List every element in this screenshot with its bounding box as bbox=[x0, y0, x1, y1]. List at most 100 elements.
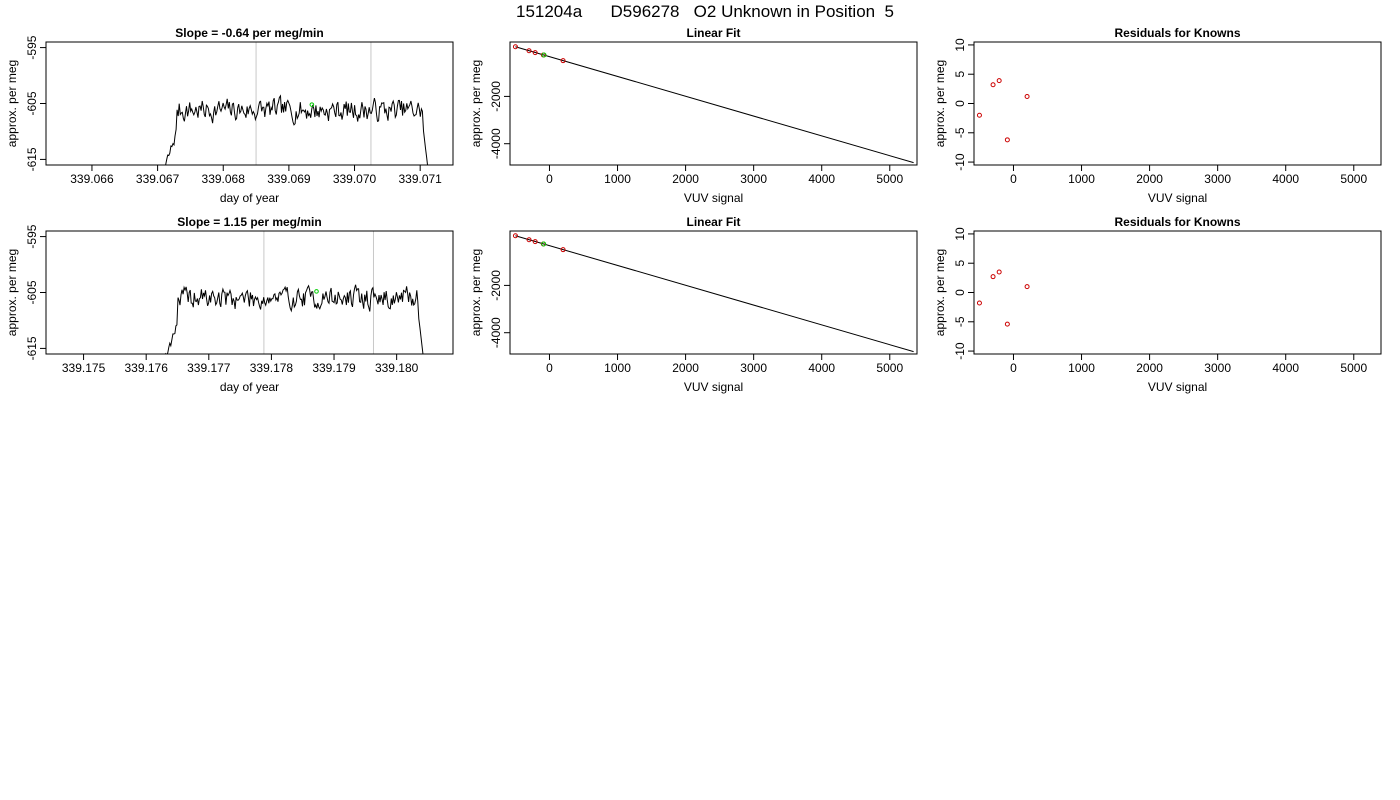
fit-1-xtick-label: 1000 bbox=[604, 172, 631, 186]
fit-1-panel: Linear Fit 0 1000 2000 3000 4000 5000 -4000 -200… bbox=[469, 26, 918, 205]
fit-1-ytick-label: -2000 bbox=[489, 81, 503, 112]
fit-1-data bbox=[512, 44, 914, 164]
resid-2-xtick-label: 5000 bbox=[1340, 361, 1367, 375]
fit-2-unknown-point bbox=[541, 241, 547, 247]
resid-2-data bbox=[976, 269, 1030, 327]
fit-1-xtick-label: 0 bbox=[546, 172, 553, 186]
fit-2-ytick-label: -4000 bbox=[489, 317, 503, 348]
trace-2-xtick-label: 339.178 bbox=[250, 361, 294, 375]
resid-1-known-point bbox=[996, 78, 1002, 84]
fit-1-xtick-label: 4000 bbox=[808, 172, 835, 186]
resid-1-xtick-label: 3000 bbox=[1204, 172, 1231, 186]
trace-2-panel: Slope = 1.15 per meg/min 339.175 339.176 33… bbox=[5, 215, 454, 394]
resid-2-ylabel: approx. per meg bbox=[933, 249, 947, 336]
fit-2-xlabel: VUV signal bbox=[684, 380, 743, 394]
resid-2-panel: Residuals for Knowns 0 1000 2000 3000 4000 500… bbox=[933, 215, 1382, 394]
resid-1-title: Residuals for Knowns bbox=[1114, 26, 1240, 40]
fit-2-known-point bbox=[526, 237, 532, 243]
trace-1-ytick-label: -615 bbox=[25, 147, 39, 171]
resid-2-frame bbox=[973, 230, 1382, 355]
resid-1-known-point bbox=[990, 82, 996, 88]
trace-2-data bbox=[165, 231, 424, 354]
resid-2-xtick-label: 4000 bbox=[1272, 361, 1299, 375]
fit-2-xtick-label: 1000 bbox=[604, 361, 631, 375]
trace-1-xtick-label: 339.070 bbox=[333, 172, 377, 186]
trace-1-xtick-label: 339.071 bbox=[398, 172, 442, 186]
trace-1-xtick-label: 339.066 bbox=[70, 172, 114, 186]
resid-1-known-point bbox=[976, 112, 982, 118]
resid-2-ytick-label: -5 bbox=[953, 316, 967, 327]
fit-1-known-point bbox=[532, 50, 538, 56]
fit-1-ytick-label: -4000 bbox=[489, 128, 503, 159]
trace-2-xtick-label: 339.177 bbox=[187, 361, 231, 375]
trace-1-series-line bbox=[165, 94, 429, 165]
fit-2-ytick-label: -2000 bbox=[489, 270, 503, 301]
fit-1-fit-line bbox=[515, 46, 914, 164]
fit-1-ylabel: approx. per meg bbox=[469, 60, 483, 147]
trace-2-series-line bbox=[165, 284, 424, 354]
resid-1-known-point bbox=[1004, 137, 1010, 143]
resid-2-xtick-label: 1000 bbox=[1068, 361, 1095, 375]
resid-2-known-point bbox=[990, 274, 996, 280]
trace-1-data bbox=[165, 42, 429, 165]
fit-2-ylabel: approx. per meg bbox=[469, 249, 483, 336]
trace-1-xtick-label: 339.067 bbox=[136, 172, 180, 186]
fit-1-title: Linear Fit bbox=[686, 26, 740, 40]
fit-2-data bbox=[512, 233, 914, 353]
trace-1-unknown-point bbox=[309, 102, 315, 107]
trace-2-ylabel: approx. per meg bbox=[5, 249, 19, 336]
fit-1-xtick-label: 5000 bbox=[876, 172, 903, 186]
trace-1-ytick-label: -605 bbox=[25, 91, 39, 115]
resid-2-xlabel: VUV signal bbox=[1148, 380, 1207, 394]
resid-2-xtick-label: 0 bbox=[1010, 361, 1017, 375]
trace-1-ylabel: approx. per meg bbox=[5, 60, 19, 147]
resid-1-xlabel: VUV signal bbox=[1148, 191, 1207, 205]
trace-1-title: Slope = -0.64 per meg/min bbox=[175, 26, 323, 40]
resid-1-data bbox=[976, 78, 1030, 143]
resid-2-ytick-label: 10 bbox=[953, 227, 967, 241]
resid-2-known-point bbox=[1004, 321, 1010, 327]
fit-1-known-point bbox=[560, 58, 566, 64]
resid-2-known-point bbox=[976, 300, 982, 306]
resid-1-ylabel: approx. per meg bbox=[933, 60, 947, 147]
fit-1-unknown-point bbox=[541, 52, 547, 58]
resid-1-xtick-label: 2000 bbox=[1136, 172, 1163, 186]
resid-2-known-point bbox=[996, 269, 1002, 275]
resid-2-ytick-label: 5 bbox=[953, 260, 967, 267]
fit-2-fit-line bbox=[515, 235, 914, 353]
resid-1-ytick-label: 5 bbox=[953, 71, 967, 78]
resid-1-ytick-label: 10 bbox=[953, 38, 967, 52]
trace-2-title: Slope = 1.15 per meg/min bbox=[177, 215, 321, 229]
trace-2-xtick-label: 339.180 bbox=[375, 361, 419, 375]
resid-1-xtick-label: 0 bbox=[1010, 172, 1017, 186]
fit-1-frame bbox=[509, 41, 918, 166]
resid-1-xtick-label: 5000 bbox=[1340, 172, 1367, 186]
resid-1-frame bbox=[973, 41, 1382, 166]
fit-2-panel: Linear Fit 0 1000 2000 3000 4000 5000 -4000 -200… bbox=[469, 215, 918, 394]
trace-1-ytick-label: -595 bbox=[25, 35, 39, 59]
resid-2-ytick-label: -10 bbox=[953, 342, 967, 360]
trace-1-xtick-label: 339.069 bbox=[267, 172, 311, 186]
fit-1-xtick-label: 2000 bbox=[672, 172, 699, 186]
trace-2-xtick-label: 339.176 bbox=[124, 361, 168, 375]
trace-2-ytick-label: -605 bbox=[25, 280, 39, 304]
trace-2-frame bbox=[45, 230, 454, 355]
resid-1-ytick-label: 0 bbox=[953, 100, 967, 107]
fit-2-known-point bbox=[512, 233, 518, 239]
resid-2-xtick-label: 3000 bbox=[1204, 361, 1231, 375]
trace-2-xlabel: day of year bbox=[220, 380, 279, 394]
resid-1-xtick-label: 1000 bbox=[1068, 172, 1095, 186]
fit-2-xtick-label: 5000 bbox=[876, 361, 903, 375]
fit-2-xtick-label: 2000 bbox=[672, 361, 699, 375]
resid-1-ytick-label: -10 bbox=[953, 153, 967, 171]
fit-2-xtick-label: 4000 bbox=[808, 361, 835, 375]
fit-2-title: Linear Fit bbox=[686, 215, 740, 229]
fit-2-xtick-label: 3000 bbox=[740, 361, 767, 375]
fit-1-xtick-label: 3000 bbox=[740, 172, 767, 186]
trace-2-ytick-label: -595 bbox=[25, 224, 39, 248]
resid-2-ytick-label: 0 bbox=[953, 289, 967, 296]
trace-2-ytick-label: -615 bbox=[25, 336, 39, 360]
fit-2-known-point bbox=[532, 239, 538, 245]
fit-2-frame bbox=[509, 230, 918, 355]
